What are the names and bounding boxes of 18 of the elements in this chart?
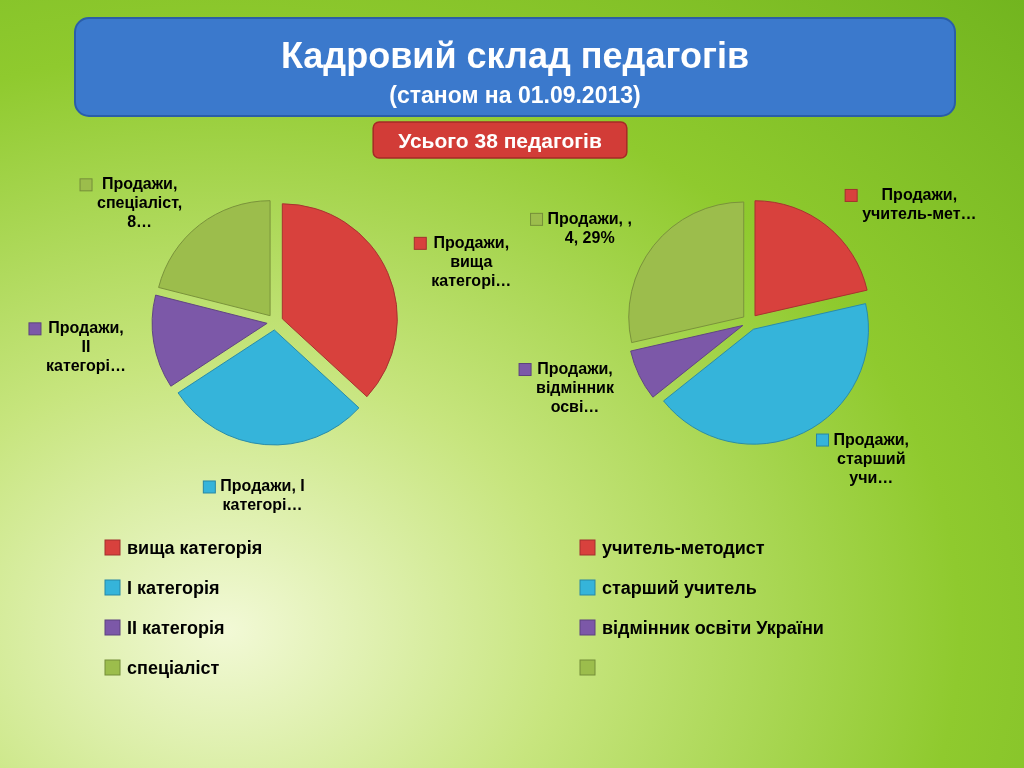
data-label: Продажи, старший учи… bbox=[833, 430, 910, 486]
data-label: Продажи, І категорі… bbox=[220, 477, 305, 514]
text: Усього 38 педагогів bbox=[398, 129, 602, 152]
data-label: Продажи, відмінник осві… bbox=[536, 360, 615, 416]
legend-label: відмінник освіти України bbox=[602, 618, 824, 638]
chart-title: Кадровий склад педагогів bbox=[280, 35, 750, 76]
data-label: Продажи, спеціаліст, 8… bbox=[97, 175, 183, 231]
legend-label: вища категорія bbox=[127, 538, 263, 558]
legend-label: старший учитель bbox=[602, 578, 757, 598]
data-label: Продажи, ІІ категорі… bbox=[45, 319, 127, 375]
data-label: Продажи, вища категорі… bbox=[431, 233, 512, 289]
data-label: Продажи, учитель-мет… bbox=[862, 185, 977, 222]
data-label: Продажи, , 4, 29% bbox=[547, 209, 632, 246]
chart-subtitle: (станом на 01.09.2013) bbox=[389, 82, 641, 108]
legend-label: учитель-методист bbox=[602, 538, 765, 558]
legend-label: ІІ категорія bbox=[127, 618, 225, 638]
legend-label: І категорія bbox=[127, 578, 220, 598]
legend-label: спеціаліст bbox=[127, 658, 220, 678]
